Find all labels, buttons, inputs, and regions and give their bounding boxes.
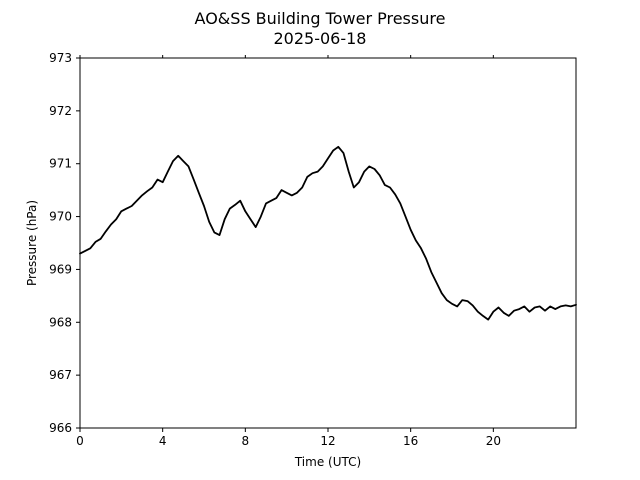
chart-subtitle: 2025-06-18 — [274, 29, 367, 48]
y-tick-label: 971 — [49, 157, 72, 171]
x-tick-label: 20 — [486, 434, 501, 448]
pressure-series-line — [79, 145, 577, 321]
y-tick-label: 967 — [49, 368, 72, 382]
y-tick-label: 968 — [49, 315, 72, 329]
x-axis-label: Time (UTC) — [294, 455, 361, 469]
x-tick-label: 8 — [242, 434, 250, 448]
chart-title: AO&SS Building Tower Pressure — [195, 9, 446, 28]
y-axis-label: Pressure (hPa) — [25, 200, 39, 286]
y-tick-label: 973 — [49, 51, 72, 65]
y-tick-label: 972 — [49, 104, 72, 118]
y-tick-label: 966 — [49, 421, 72, 435]
x-tick-label: 0 — [76, 434, 84, 448]
plot-frame — [79, 57, 577, 429]
axis-ticks: 0 4 8 12 16 20 966 967 968 969 970 971 972 973 — [49, 51, 501, 448]
x-tick-label: 4 — [159, 434, 167, 448]
y-tick-label: 969 — [49, 262, 72, 276]
y-tick-label: 970 — [49, 210, 72, 224]
x-tick-label: 16 — [403, 434, 418, 448]
x-tick-label: 12 — [320, 434, 335, 448]
